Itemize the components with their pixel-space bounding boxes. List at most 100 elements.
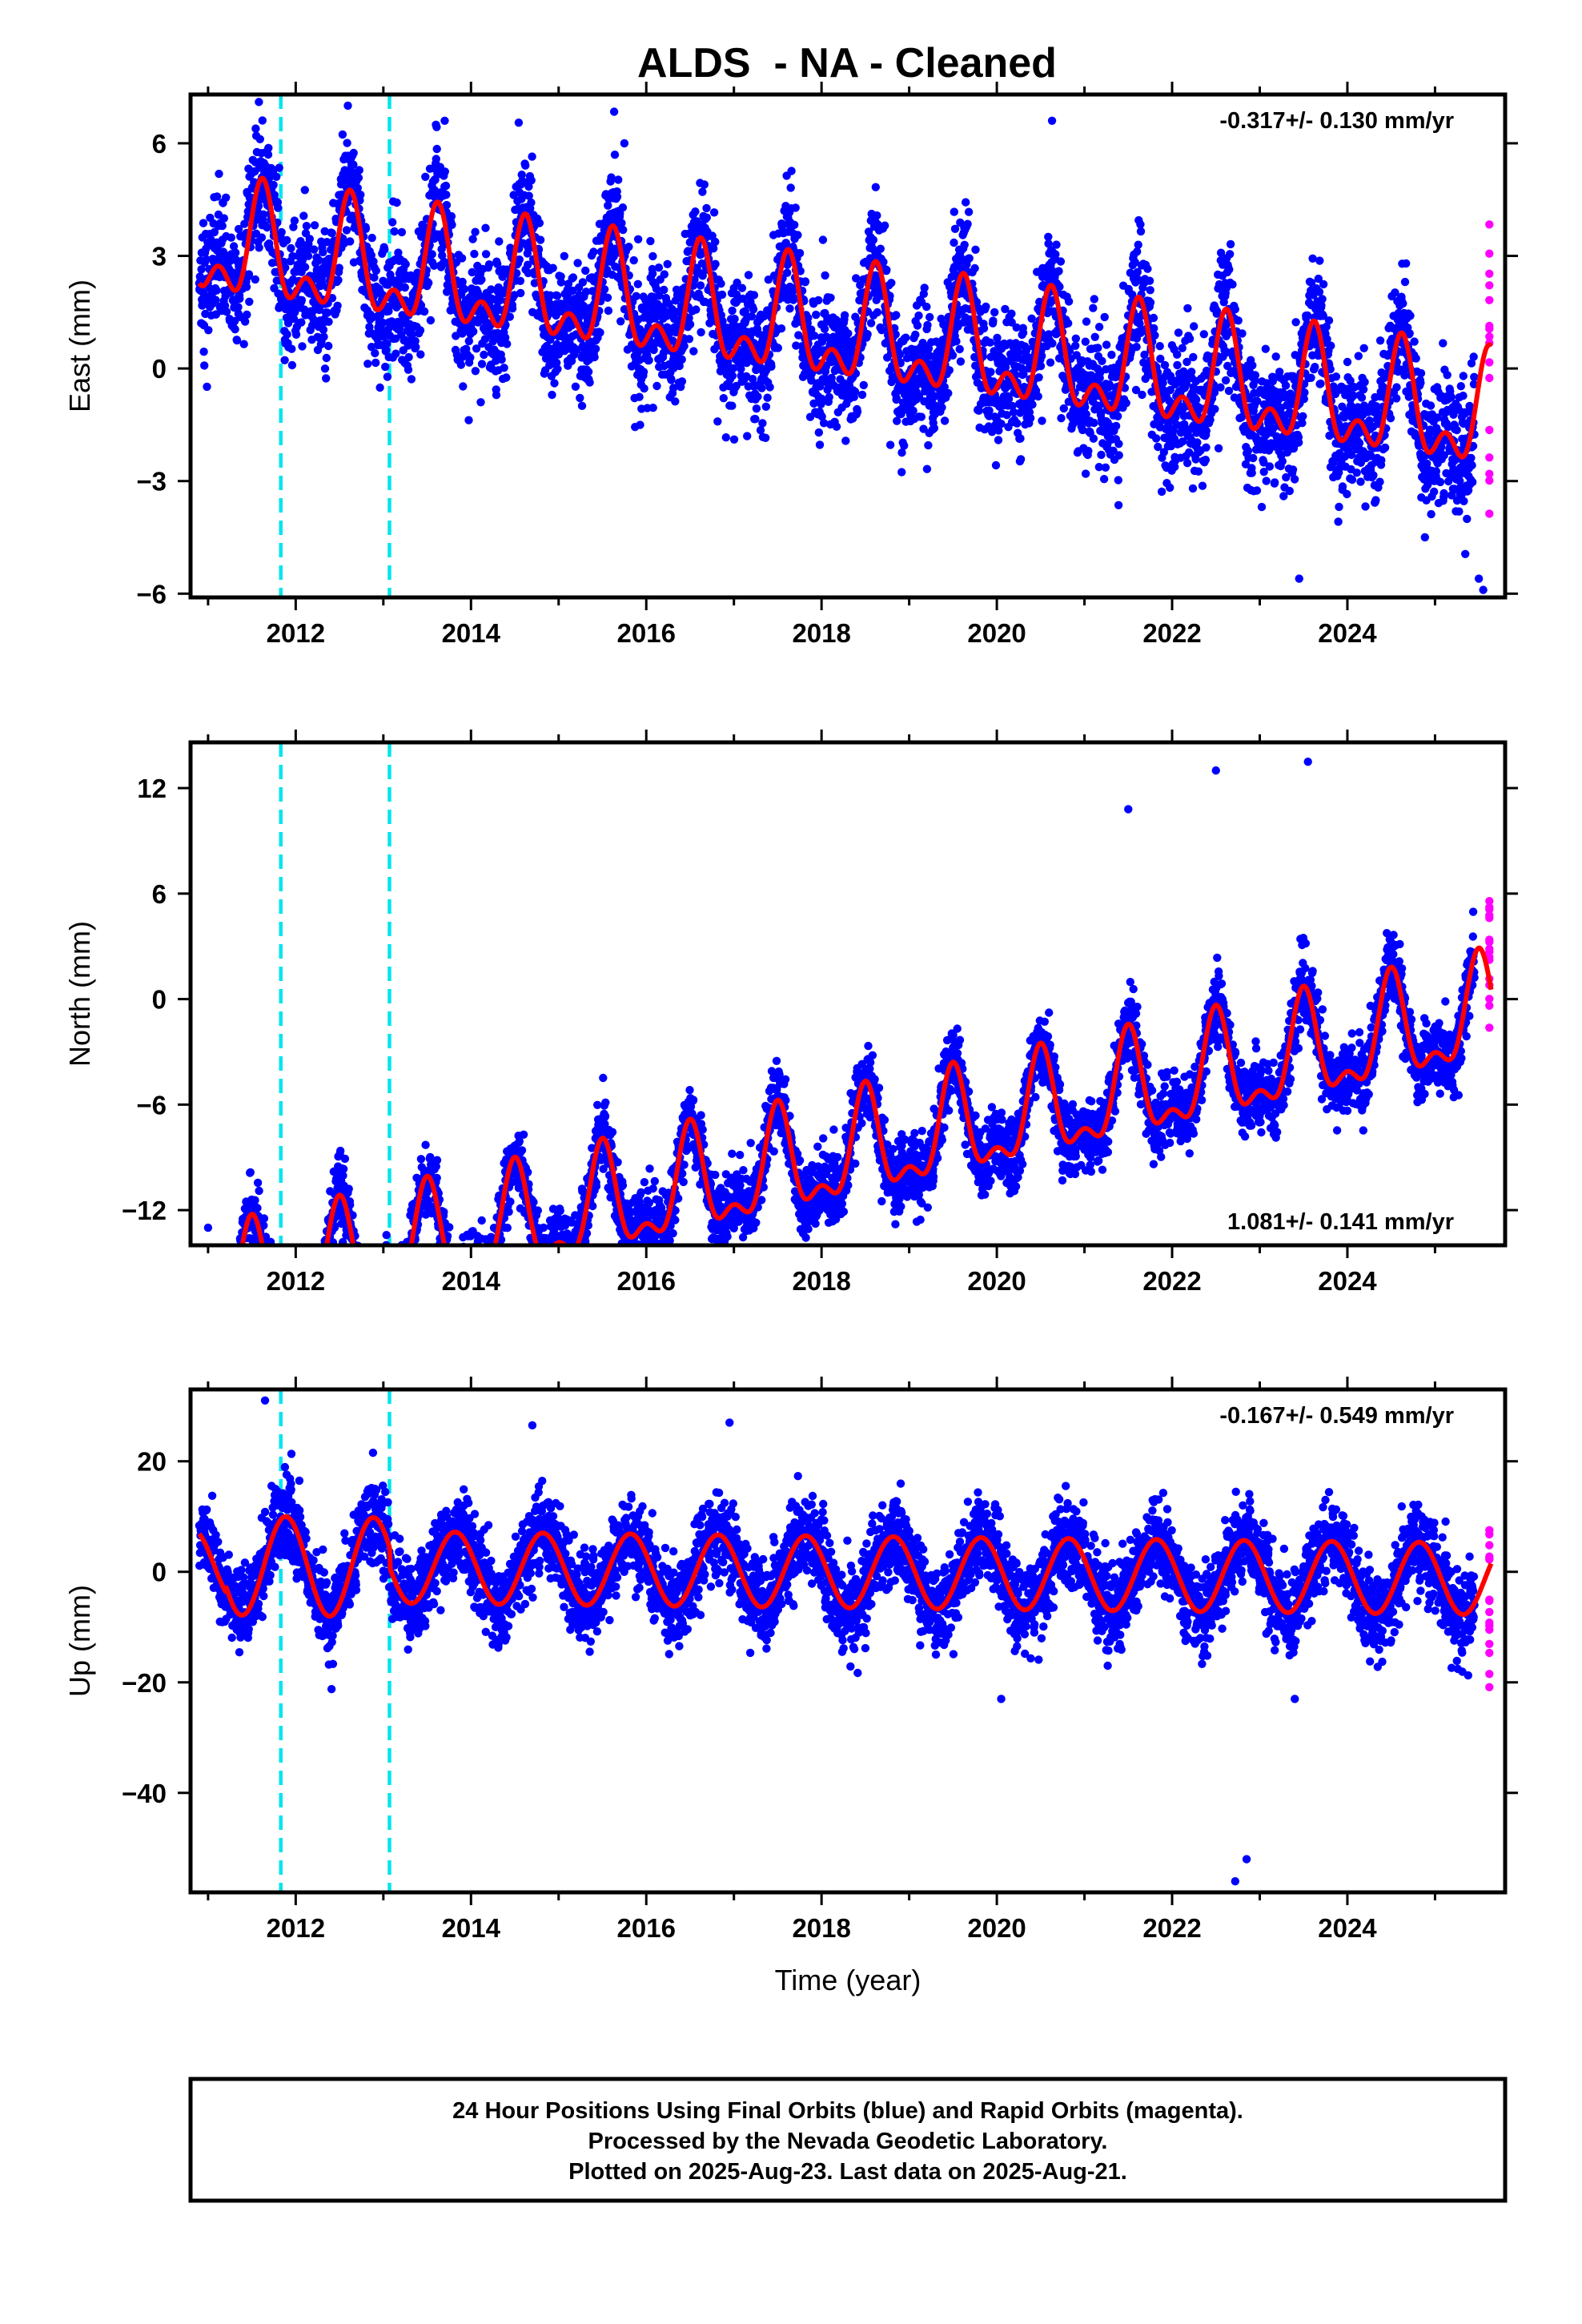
final-orbit-point: [1317, 301, 1326, 310]
final-orbit-point: [477, 360, 487, 368]
final-orbit-point: [550, 379, 559, 388]
final-orbit-point: [497, 355, 506, 364]
final-orbit-point: [514, 119, 524, 127]
final-orbit-point: [431, 175, 440, 184]
final-orbit-point: [761, 433, 770, 442]
final-orbit-point: [1111, 421, 1121, 431]
final-orbit-point: [576, 393, 584, 403]
final-orbit-point: [1355, 439, 1364, 448]
final-orbit-point: [302, 222, 311, 231]
final-orbit-point: [737, 364, 745, 373]
final-orbit-point: [1399, 299, 1407, 308]
final-orbit-point: [698, 187, 707, 196]
final-orbit-point: [536, 235, 545, 244]
final-orbit-point: [790, 220, 799, 229]
final-orbit-point: [349, 160, 358, 169]
final-orbit-point: [881, 221, 889, 230]
final-orbit-point: [515, 255, 524, 264]
final-orbit-point: [394, 248, 403, 257]
final-orbit-point: [1081, 469, 1090, 478]
final-orbit-point: [960, 240, 969, 249]
final-orbit-point: [1189, 352, 1198, 362]
final-orbit-point: [1114, 501, 1123, 509]
final-orbit-point: [757, 384, 766, 392]
final-orbit-point: [777, 222, 787, 231]
final-orbit-point: [210, 227, 219, 237]
final-orbit-point: [1411, 354, 1420, 363]
final-orbit-point: [487, 285, 496, 294]
final-orbit-point: [1261, 344, 1271, 353]
final-orbit-point: [1044, 330, 1054, 339]
final-orbit-point: [677, 355, 686, 364]
final-orbit-point: [322, 374, 331, 383]
final-orbit-point: [400, 283, 409, 292]
final-orbit-point: [648, 251, 657, 261]
final-orbit-point: [1202, 443, 1211, 452]
final-orbit-point: [380, 245, 389, 254]
final-orbit-point: [1016, 455, 1026, 464]
final-orbit-point: [456, 360, 466, 369]
final-orbit-point: [1318, 295, 1327, 304]
final-orbit-point: [231, 325, 239, 334]
final-orbit-point: [817, 412, 826, 421]
final-orbit-point: [1143, 264, 1152, 273]
final-orbit-point: [777, 324, 786, 333]
final-orbit-point: [1034, 373, 1043, 382]
final-orbit-point: [821, 271, 829, 280]
final-orbit-point: [940, 383, 950, 392]
final-orbit-point: [685, 335, 694, 344]
final-orbit-point: [424, 279, 433, 287]
final-orbit-point: [1152, 434, 1161, 443]
final-orbit-point: [1347, 475, 1357, 485]
final-orbit-point: [705, 319, 714, 328]
final-orbit-point: [604, 306, 613, 316]
final-orbit-point: [319, 247, 327, 257]
final-orbit-point: [1038, 352, 1046, 360]
final-orbit-point: [1084, 446, 1093, 456]
final-orbit-point: [1226, 239, 1235, 249]
final-orbit-point: [1327, 341, 1335, 350]
final-orbit-point: [1271, 352, 1280, 361]
final-orbit-point: [1308, 254, 1317, 263]
final-orbit-point: [259, 210, 268, 219]
final-orbit-point: [602, 265, 612, 275]
final-orbit-point: [652, 284, 661, 293]
final-orbit-point: [815, 440, 825, 449]
final-orbit-point: [1122, 399, 1130, 408]
final-orbit-point: [578, 278, 588, 287]
final-orbit-point: [809, 332, 819, 340]
final-orbit-point: [748, 375, 757, 384]
final-orbit-point: [568, 286, 577, 296]
final-orbit-point: [471, 227, 480, 236]
final-orbit-point: [1089, 304, 1098, 312]
final-orbit-point: [1155, 342, 1164, 351]
final-orbit-point: [231, 248, 240, 257]
final-orbit-point: [1206, 416, 1215, 424]
final-orbit-point: [649, 345, 658, 355]
final-orbit-point: [667, 376, 676, 384]
final-orbit-point: [1048, 339, 1057, 348]
final-orbit-point: [1375, 336, 1385, 345]
final-orbit-point: [1216, 383, 1225, 392]
final-orbit-point: [1406, 312, 1415, 320]
final-orbit-point: [440, 167, 449, 176]
final-orbit-point: [390, 227, 399, 236]
final-orbit-point: [1055, 282, 1064, 292]
final-orbit-point: [1101, 463, 1110, 472]
final-orbit-point: [1271, 478, 1279, 487]
final-orbit-point: [1386, 414, 1395, 423]
final-orbit-point: [663, 259, 672, 268]
final-orbit-point: [1044, 232, 1053, 241]
final-orbit-point: [466, 353, 475, 362]
final-orbit-point: [299, 211, 308, 220]
final-orbit-point: [691, 207, 700, 216]
final-orbit-point: [235, 294, 244, 304]
final-orbit-point: [1097, 408, 1106, 417]
final-orbit-point: [795, 248, 805, 258]
final-orbit-point: [315, 255, 323, 265]
final-orbit-point: [535, 219, 544, 227]
final-orbit-point: [404, 365, 413, 374]
final-orbit-point: [239, 340, 248, 348]
final-orbit-point: [919, 289, 929, 299]
